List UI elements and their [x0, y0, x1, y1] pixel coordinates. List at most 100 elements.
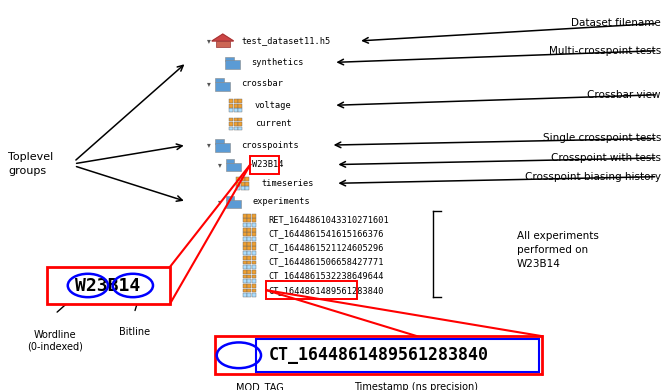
Bar: [248, 228, 252, 232]
FancyBboxPatch shape: [225, 57, 234, 61]
Bar: [245, 182, 249, 186]
Bar: [248, 279, 252, 283]
Bar: [229, 122, 234, 126]
Bar: [252, 279, 256, 283]
FancyBboxPatch shape: [215, 143, 230, 152]
Bar: [243, 232, 247, 236]
FancyBboxPatch shape: [215, 140, 223, 144]
Bar: [236, 182, 240, 186]
FancyBboxPatch shape: [215, 336, 542, 374]
Text: Timestamp (ns precision): Timestamp (ns precision): [354, 382, 478, 390]
Text: Crosspoint biasing history: Crosspoint biasing history: [525, 172, 661, 182]
Bar: [248, 242, 252, 246]
Bar: [243, 261, 247, 264]
Text: CT_1644861489561283840: CT_1644861489561283840: [268, 285, 384, 295]
Bar: [216, 41, 229, 47]
FancyBboxPatch shape: [226, 200, 241, 208]
Bar: [248, 223, 252, 227]
Bar: [252, 214, 256, 218]
FancyBboxPatch shape: [47, 267, 170, 304]
Text: timeseries: timeseries: [262, 179, 314, 188]
Bar: [248, 218, 252, 222]
Bar: [248, 256, 252, 260]
Bar: [243, 223, 247, 227]
Bar: [252, 251, 256, 255]
FancyBboxPatch shape: [226, 163, 241, 171]
Text: Wordline
(0-indexed): Wordline (0-indexed): [27, 330, 83, 352]
Bar: [229, 108, 234, 112]
Bar: [248, 214, 252, 218]
Bar: [248, 284, 252, 288]
Text: crosspoints: crosspoints: [242, 140, 299, 150]
Text: experiments: experiments: [252, 197, 310, 206]
FancyBboxPatch shape: [226, 196, 234, 200]
Text: MOD_TAG: MOD_TAG: [236, 382, 285, 390]
Text: Toplevel
groups: Toplevel groups: [8, 152, 53, 176]
Text: CT_1644861541615166376: CT_1644861541615166376: [268, 229, 384, 239]
Text: test_dataset11.h5: test_dataset11.h5: [242, 36, 331, 46]
Bar: [243, 270, 247, 274]
Text: CT_1644861489561283840: CT_1644861489561283840: [268, 346, 488, 364]
Text: crossbar: crossbar: [242, 79, 284, 89]
Bar: [234, 126, 238, 130]
Bar: [248, 251, 252, 255]
Bar: [248, 270, 252, 274]
Text: ▾: ▾: [207, 79, 211, 89]
Bar: [238, 122, 242, 126]
Bar: [252, 242, 256, 246]
Bar: [252, 228, 256, 232]
Bar: [243, 279, 247, 283]
Bar: [248, 232, 252, 236]
Text: Dataset filename: Dataset filename: [571, 18, 661, 28]
Bar: [243, 214, 247, 218]
Bar: [229, 104, 234, 108]
Bar: [252, 270, 256, 274]
Bar: [238, 108, 242, 112]
Bar: [252, 261, 256, 264]
Bar: [248, 246, 252, 250]
Bar: [241, 186, 245, 190]
Bar: [234, 108, 238, 112]
Bar: [243, 284, 247, 288]
Bar: [229, 99, 234, 103]
Text: All experiments
performed on
W23B14: All experiments performed on W23B14: [517, 230, 599, 269]
Bar: [248, 237, 252, 241]
Bar: [243, 218, 247, 222]
Text: Crosspoint with tests: Crosspoint with tests: [551, 153, 661, 163]
Bar: [252, 246, 256, 250]
FancyBboxPatch shape: [225, 60, 240, 69]
Text: ▾: ▾: [218, 197, 222, 206]
Text: ▾: ▾: [207, 36, 211, 46]
Text: Multi-crosspoint tests: Multi-crosspoint tests: [549, 46, 661, 56]
Bar: [243, 289, 247, 292]
Polygon shape: [212, 34, 234, 41]
Bar: [252, 293, 256, 297]
Bar: [252, 289, 256, 292]
Bar: [252, 237, 256, 241]
Bar: [238, 99, 242, 103]
FancyBboxPatch shape: [215, 78, 223, 82]
Bar: [241, 177, 245, 181]
Bar: [236, 177, 240, 181]
Text: Bitline: Bitline: [119, 327, 150, 337]
Bar: [252, 265, 256, 269]
Bar: [236, 186, 240, 190]
Text: Single crosspoint tests: Single crosspoint tests: [543, 133, 661, 144]
FancyBboxPatch shape: [226, 159, 234, 163]
Bar: [252, 284, 256, 288]
Bar: [252, 223, 256, 227]
Bar: [243, 256, 247, 260]
Bar: [243, 275, 247, 278]
Bar: [234, 118, 238, 121]
Bar: [229, 126, 234, 130]
Text: RET_1644861043310271601: RET_1644861043310271601: [268, 215, 389, 225]
Bar: [248, 275, 252, 278]
Text: W23B14: W23B14: [252, 160, 284, 169]
Text: current: current: [255, 119, 292, 128]
Bar: [238, 118, 242, 121]
Bar: [243, 237, 247, 241]
Bar: [234, 104, 238, 108]
Bar: [248, 293, 252, 297]
Bar: [245, 186, 249, 190]
Bar: [238, 104, 242, 108]
